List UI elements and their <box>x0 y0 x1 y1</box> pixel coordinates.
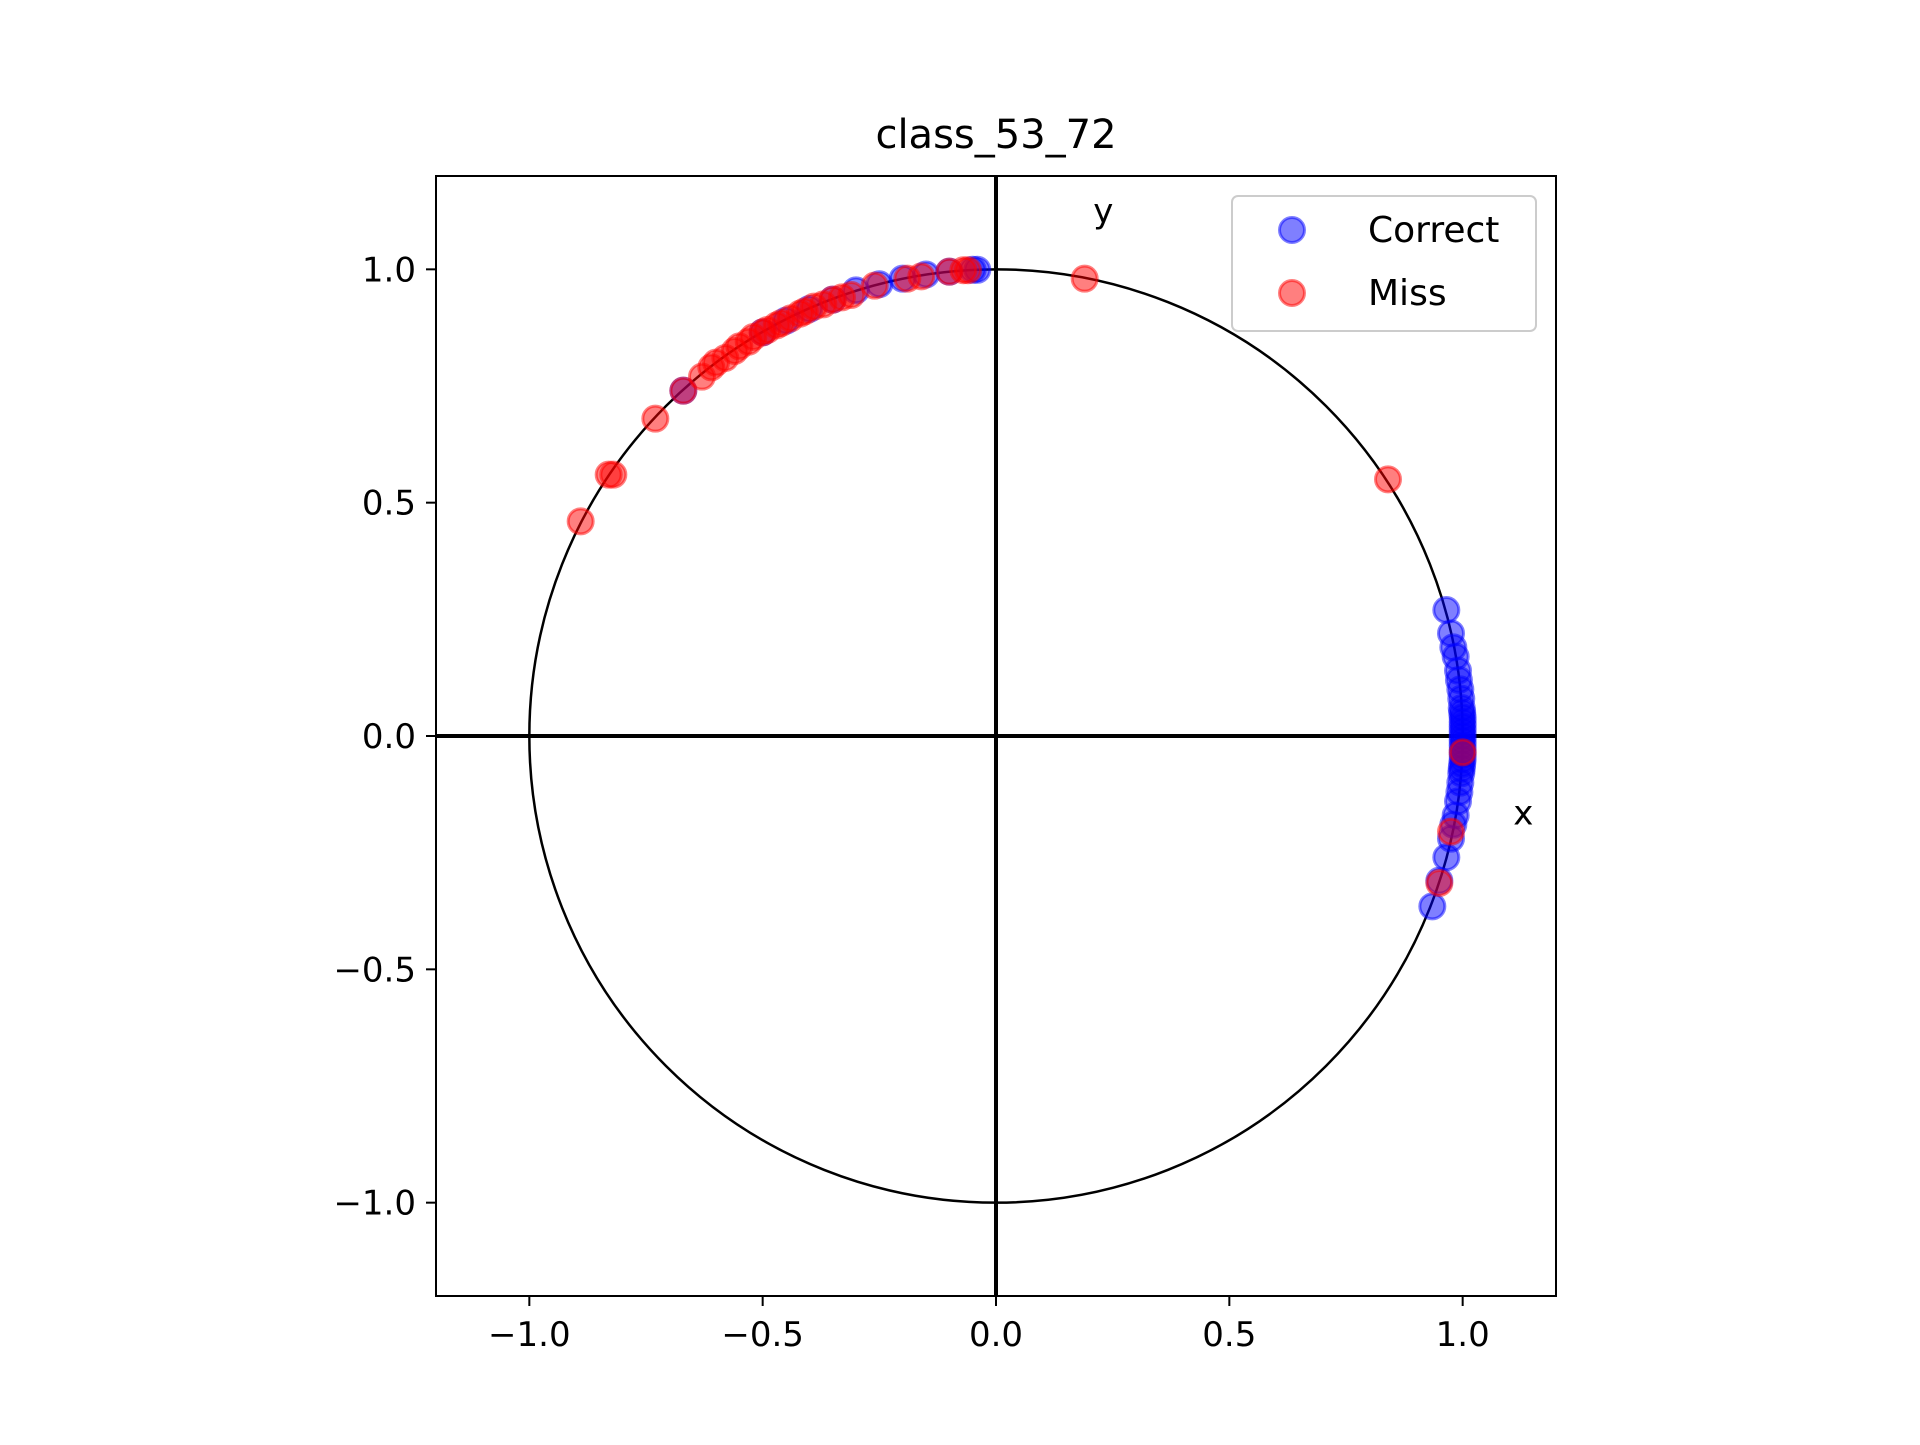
series-miss <box>566 256 1477 897</box>
point-miss <box>1070 264 1099 293</box>
plot-area <box>436 176 1556 1296</box>
axes: y x −1.0 −0.5 0.0 0.5 1.0 −1.0 −0.5 0.0 0.5 1.0 <box>333 175 1557 1355</box>
chart-title: class_53_72 <box>875 112 1116 158</box>
y-tick-label: 0.0 <box>362 717 416 757</box>
x-tick-label: 0.0 <box>969 1315 1023 1355</box>
point-correct <box>1432 596 1461 624</box>
point-miss <box>566 507 595 536</box>
legend-marker-miss <box>1278 279 1306 307</box>
point-miss <box>669 376 698 405</box>
point-miss <box>837 281 866 309</box>
point-miss <box>860 271 889 300</box>
point-miss <box>907 262 936 291</box>
point-miss <box>1448 738 1477 767</box>
x-tick-label: 0.5 <box>1202 1315 1256 1355</box>
legend-marker-correct <box>1278 216 1306 244</box>
point-miss <box>599 460 628 489</box>
point-miss <box>1374 465 1402 494</box>
legend-label-correct: Correct <box>1368 210 1499 251</box>
x-tick-label: −0.5 <box>721 1315 804 1355</box>
legend: Correct Miss <box>1231 195 1537 332</box>
y-tick-label: −0.5 <box>333 950 416 990</box>
legend-box <box>1231 195 1537 332</box>
y-tick-label: 0.5 <box>362 484 416 524</box>
y-tick-label: 1.0 <box>362 250 416 290</box>
point-miss <box>1437 817 1465 846</box>
point-miss <box>1425 869 1454 897</box>
point-correct <box>1418 892 1447 921</box>
y-axis-annotation: y <box>1093 192 1113 232</box>
x-tick-label: 1.0 <box>1436 1315 1490 1355</box>
series-correct <box>669 255 1477 921</box>
legend-label-miss: Miss <box>1368 273 1447 314</box>
point-correct <box>1432 843 1461 872</box>
point-miss <box>641 404 670 433</box>
point-miss <box>954 256 982 285</box>
y-tick-label: −1.0 <box>333 1184 416 1224</box>
x-tick-label: −1.0 <box>488 1315 571 1355</box>
x-axis-annotation: x <box>1513 794 1533 834</box>
